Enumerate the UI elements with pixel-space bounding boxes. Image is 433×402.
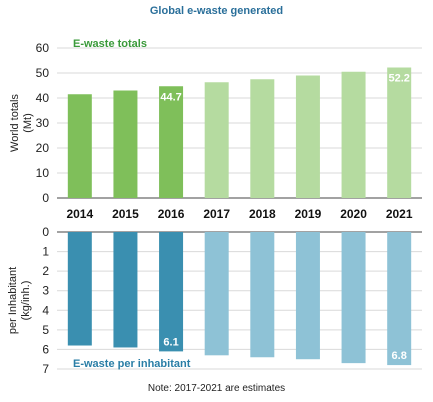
y-tick-label-top: 10 xyxy=(36,166,50,180)
bar-top-2020 xyxy=(341,71,366,198)
category-label-2021: 2021 xyxy=(386,207,413,221)
category-label-2014: 2014 xyxy=(66,207,93,221)
bar-top-2017 xyxy=(204,82,229,198)
data-label-bottom-2021: 6.8 xyxy=(392,350,407,362)
y-tick-label-top: 30 xyxy=(36,116,50,130)
bar-top-2016 xyxy=(159,86,184,198)
y-tick-label-bottom: 7 xyxy=(42,362,49,376)
bar-bottom-2016 xyxy=(159,232,184,352)
y-axis-label-bottom: per Inhabitant(kg/inh.) xyxy=(7,267,32,334)
bar-bottom-2020 xyxy=(341,232,366,364)
category-label-2019: 2019 xyxy=(295,207,322,221)
bar-top-2015 xyxy=(113,90,138,198)
bar-bottom-2018 xyxy=(250,232,275,358)
y-tick-label-top: 60 xyxy=(36,41,50,55)
category-label-2017: 2017 xyxy=(203,207,230,221)
y-tick-label-top: 0 xyxy=(42,191,49,205)
data-label-bottom-2016: 6.1 xyxy=(163,336,178,348)
data-label-top-2021: 52.2 xyxy=(388,73,409,85)
bar-top-2019 xyxy=(295,75,320,198)
category-label-2016: 2016 xyxy=(158,207,185,221)
bar-top-2021 xyxy=(387,67,412,198)
bar-top-2018 xyxy=(250,79,275,198)
bar-top-2014 xyxy=(67,94,92,198)
y-tick-label-top: 40 xyxy=(36,91,50,105)
series-label-bottom: E-waste per inhabitant xyxy=(73,358,191,370)
bar-bottom-2015 xyxy=(113,232,138,348)
y-tick-label-bottom: 6 xyxy=(42,342,49,356)
y-tick-label-bottom: 1 xyxy=(42,245,49,259)
bar-bottom-2017 xyxy=(204,232,229,356)
category-label-2015: 2015 xyxy=(112,207,139,221)
bar-bottom-2021 xyxy=(387,232,412,366)
y-tick-label-bottom: 2 xyxy=(42,264,49,278)
category-label-2020: 2020 xyxy=(340,207,367,221)
bar-bottom-2014 xyxy=(67,232,92,346)
bar-bottom-2019 xyxy=(295,232,320,360)
y-tick-label-bottom: 4 xyxy=(42,303,49,317)
category-label-2018: 2018 xyxy=(249,207,276,221)
y-tick-label-bottom: 5 xyxy=(42,323,49,337)
note-text: Note: 2017-2021 are estimates xyxy=(147,383,286,394)
y-axis-label-top: World totals(Mt) xyxy=(9,94,34,152)
y-tick-label-top: 20 xyxy=(36,141,50,155)
y-tick-label-bottom: 3 xyxy=(42,284,49,298)
y-tick-label-top: 50 xyxy=(36,66,50,80)
chart-title: Global e-waste generated xyxy=(149,5,284,17)
data-label-top-2016: 44.7 xyxy=(160,91,181,103)
y-tick-label-bottom: 0 xyxy=(42,225,49,239)
series-label-top: E-waste totals xyxy=(73,38,147,50)
